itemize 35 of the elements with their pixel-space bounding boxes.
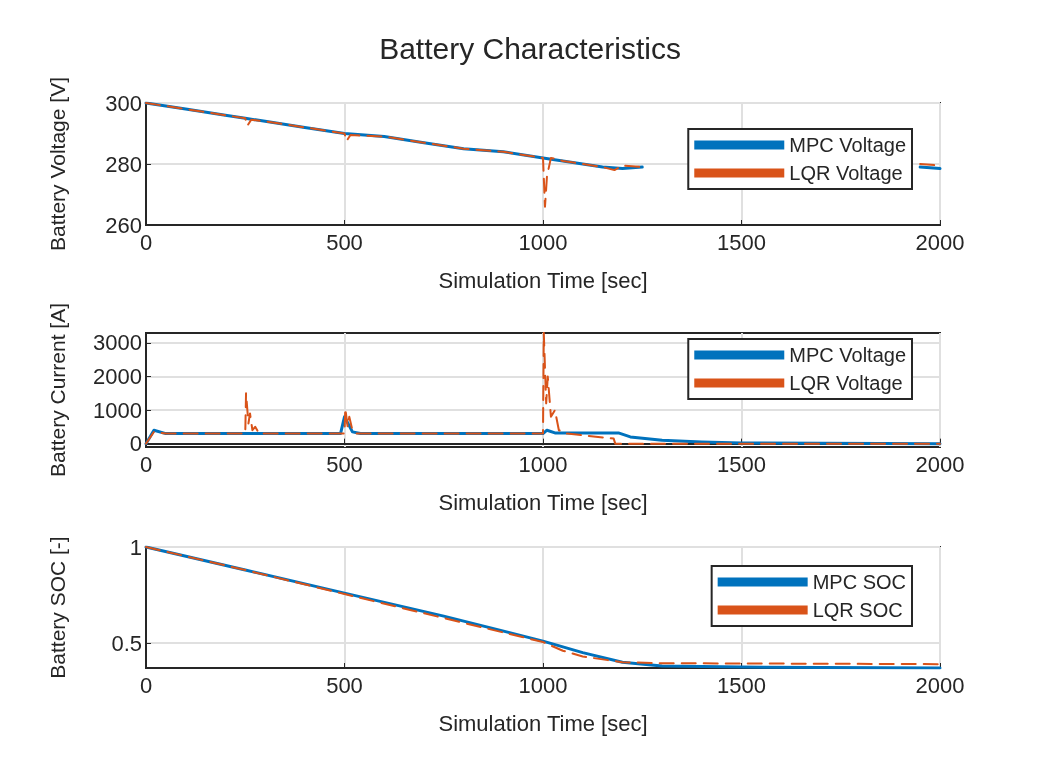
x-tick-label: 1500 xyxy=(717,229,766,255)
line-series xyxy=(145,331,941,445)
x-axis-title: Simulation Time [sec] xyxy=(438,489,648,515)
legend-label: LQR Voltage xyxy=(789,162,903,184)
legend-label: MPC SOC xyxy=(812,571,906,593)
y-tick-label: 1 xyxy=(129,534,142,560)
y-tick-label: 2000 xyxy=(93,364,142,390)
legend-label: LQR Voltage xyxy=(789,372,903,394)
x-axis-title: Simulation Time [sec] xyxy=(438,710,648,736)
y-axis-title: Battery SOC [-] xyxy=(46,536,69,679)
legend-label: MPC Voltage xyxy=(789,344,907,366)
x-tick-label: 2000 xyxy=(915,229,965,255)
x-tick-label: 1500 xyxy=(717,451,766,477)
chart-title: Battery Characteristics xyxy=(379,31,681,65)
y-axis-title: Battery Voltage [V] xyxy=(46,77,69,251)
y-tick-label: 260 xyxy=(105,212,142,238)
x-tick-label: 1000 xyxy=(518,229,568,255)
y-axis-title: Battery Current [A] xyxy=(46,302,69,477)
y-tick-label: 0.5 xyxy=(111,630,142,656)
y-tick-label: 300 xyxy=(105,90,142,116)
legend-label: MPC Voltage xyxy=(789,134,907,156)
x-tick-label: 500 xyxy=(326,451,363,477)
x-tick-label: 500 xyxy=(326,672,363,698)
legend-label: LQR SOC xyxy=(812,599,903,621)
x-tick-label: 1500 xyxy=(717,672,766,698)
x-tick-label: 1000 xyxy=(518,451,568,477)
y-tick-label: 3000 xyxy=(93,330,142,356)
y-tick-label: 0 xyxy=(129,431,142,457)
y-tick-label: 280 xyxy=(105,151,142,177)
x-tick-label: 500 xyxy=(326,229,363,255)
x-axis-title: Simulation Time [sec] xyxy=(438,267,648,293)
x-tick-label: 1000 xyxy=(518,672,568,698)
x-tick-label: 2000 xyxy=(915,451,965,477)
x-tick-label: 2000 xyxy=(915,672,965,698)
y-tick-label: 1000 xyxy=(93,397,142,423)
